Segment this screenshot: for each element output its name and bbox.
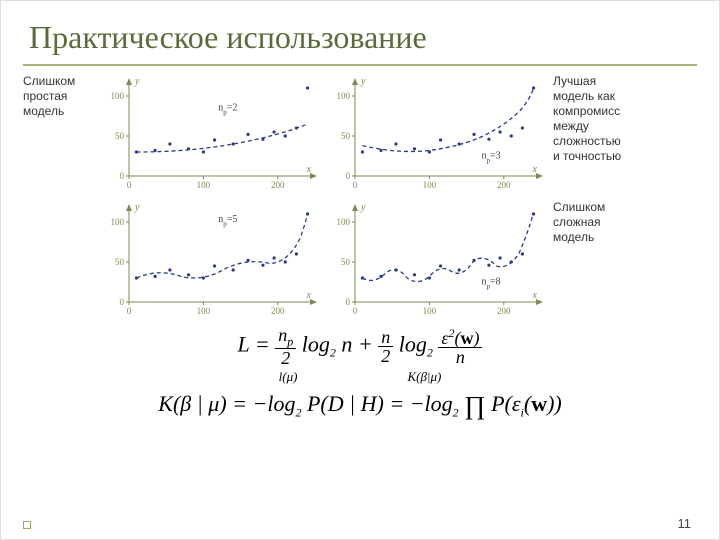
svg-text:50: 50 — [341, 257, 351, 267]
svg-text:0: 0 — [127, 180, 132, 190]
svg-text:y: y — [134, 76, 140, 87]
content-area: Слишком простая модель 0 100 200 0 50 100 y x np… — [1, 66, 719, 421]
svg-text:200: 200 — [271, 306, 285, 316]
formula-second: K(β | μ) = −log2 P(D | H) = −log2 ∏ P(εi… — [23, 391, 697, 421]
svg-text:100: 100 — [423, 180, 437, 190]
svg-text:x: x — [306, 164, 312, 175]
svg-text:np=2: np=2 — [218, 102, 237, 116]
label-k-beta-mu: K(β|μ) — [407, 369, 441, 385]
formula-main: L = np2 log2 n + n2 log2 ε2(w)n — [23, 326, 697, 367]
svg-text:200: 200 — [271, 180, 285, 190]
plot-np5: 0 100 200 0 50 100 y x np=5 — [101, 200, 321, 320]
svg-text:100: 100 — [337, 217, 351, 227]
svg-text:x: x — [532, 290, 538, 301]
plot-np3: 0 100 200 0 50 100 y x np=3 — [327, 74, 547, 194]
svg-text:0: 0 — [346, 297, 351, 307]
page-number: 11 — [678, 516, 692, 531]
svg-text:50: 50 — [115, 257, 125, 267]
svg-text:x: x — [306, 290, 312, 301]
svg-text:0: 0 — [127, 306, 132, 316]
label-l-mu: l(μ) — [279, 369, 298, 385]
slide-title: Практическое использование — [1, 1, 719, 64]
caption-simple-model: Слишком простая модель — [23, 74, 95, 119]
svg-text:np=8: np=8 — [481, 276, 500, 290]
caption-best-model: Лучшая модель как компромисс между сложн… — [553, 74, 625, 164]
svg-text:0: 0 — [120, 171, 125, 181]
svg-text:np=5: np=5 — [218, 214, 237, 228]
caption-complex-model: Слишком сложная модель — [553, 200, 625, 245]
svg-text:100: 100 — [111, 217, 125, 227]
svg-text:0: 0 — [346, 171, 351, 181]
svg-text:100: 100 — [111, 91, 125, 101]
plot-np8: 0 100 200 0 50 100 y x np=8 — [327, 200, 547, 320]
formula-area: L = np2 log2 n + n2 log2 ε2(w)n l(μ) K(β… — [23, 326, 697, 421]
chart-row-1: Слишком простая модель 0 100 200 0 50 100 y x np… — [23, 74, 697, 194]
svg-text:y: y — [360, 76, 366, 87]
svg-text:50: 50 — [341, 131, 351, 141]
svg-text:y: y — [134, 202, 140, 213]
svg-text:100: 100 — [423, 306, 437, 316]
svg-text:x: x — [532, 164, 538, 175]
svg-text:100: 100 — [197, 180, 211, 190]
svg-text:200: 200 — [497, 180, 511, 190]
svg-text:0: 0 — [353, 180, 358, 190]
formula-labels: l(μ) K(β|μ) — [23, 369, 697, 385]
svg-text:50: 50 — [115, 131, 125, 141]
svg-text:np=3: np=3 — [481, 150, 500, 164]
svg-text:100: 100 — [337, 91, 351, 101]
corner-decoration — [23, 521, 31, 529]
plot-np2: 0 100 200 0 50 100 y x np=2 — [101, 74, 321, 194]
svg-text:100: 100 — [197, 306, 211, 316]
svg-text:200: 200 — [497, 306, 511, 316]
svg-text:0: 0 — [120, 297, 125, 307]
svg-text:y: y — [360, 202, 366, 213]
chart-row-2: 0100200050100yxnp=5 0100200050100yxnp=8 … — [23, 200, 697, 320]
svg-text:0: 0 — [353, 306, 358, 316]
